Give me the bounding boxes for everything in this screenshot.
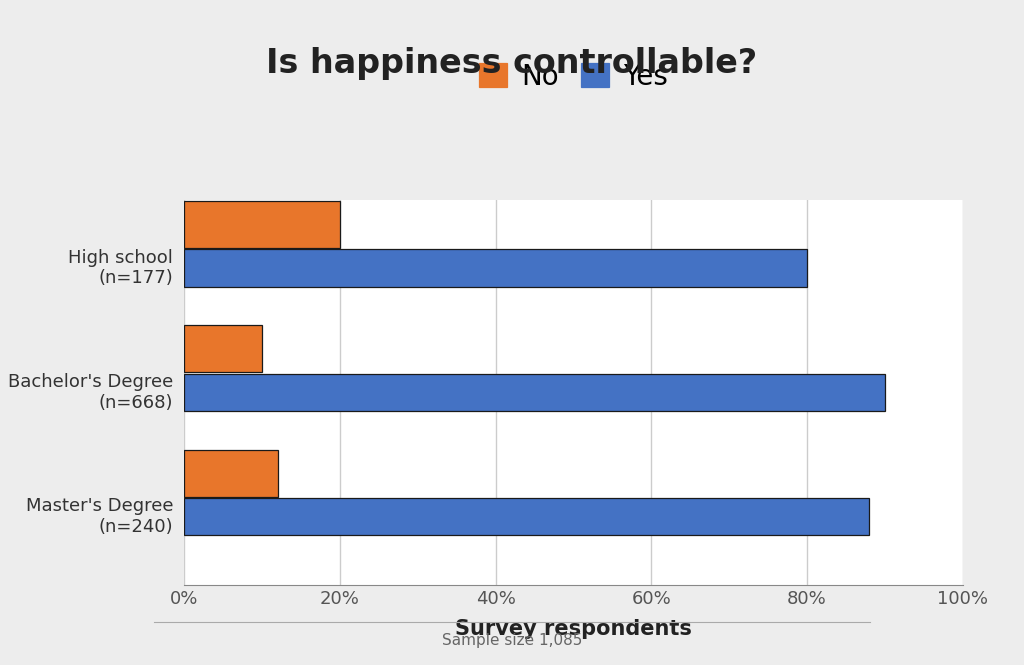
Bar — [184, 249, 807, 287]
Bar — [184, 450, 278, 497]
Bar — [184, 374, 885, 411]
Bar — [184, 325, 262, 372]
Legend: No, Yes: No, Yes — [468, 51, 679, 102]
Bar — [184, 201, 340, 248]
Bar — [184, 498, 869, 535]
X-axis label: Survey respondents: Survey respondents — [455, 619, 692, 639]
Text: Is happiness controllable?: Is happiness controllable? — [266, 47, 758, 80]
Text: Sample size 1,085: Sample size 1,085 — [441, 633, 583, 648]
